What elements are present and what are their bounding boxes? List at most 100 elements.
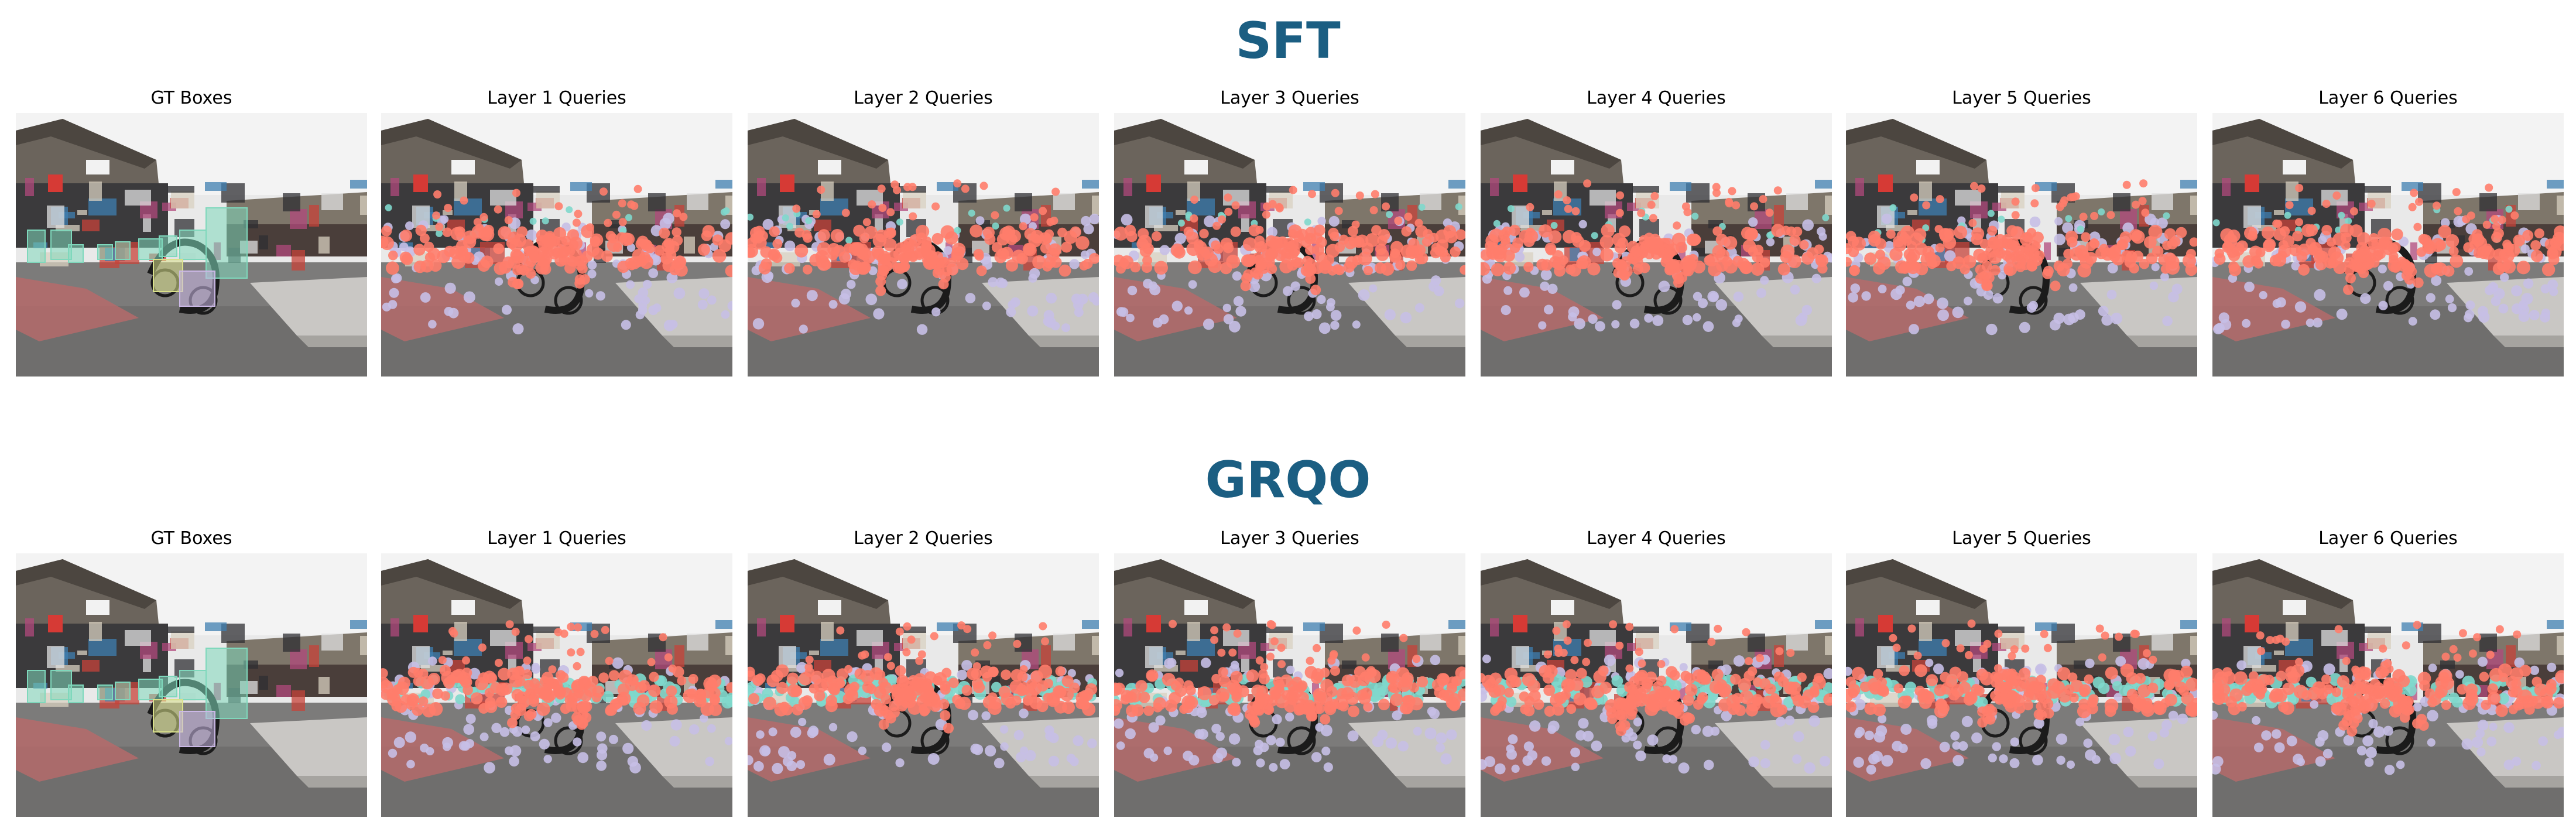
query-point [2292, 230, 2303, 242]
query-point [868, 200, 876, 209]
query-point [2392, 669, 2406, 683]
query-point [1627, 684, 1638, 695]
query-point [817, 229, 830, 242]
query-point [2424, 688, 2435, 699]
query-point [1702, 725, 1714, 737]
query-point [1570, 747, 1580, 758]
query-point [2069, 693, 2079, 703]
query-point [1680, 670, 1691, 682]
query-point [1679, 663, 1688, 672]
query-point [2043, 265, 2054, 276]
query-point [605, 656, 614, 665]
query-point [2098, 208, 2105, 215]
query-point [405, 221, 414, 231]
query-visualization-panel [1114, 553, 1465, 817]
query-point [1059, 264, 1071, 277]
query-point [1554, 649, 1563, 658]
query-point [2324, 257, 2336, 269]
gt-box [159, 676, 177, 697]
query-point [673, 209, 681, 218]
query-point [381, 225, 392, 237]
query-point [428, 656, 437, 666]
query-point [2244, 226, 2258, 240]
query-point [2228, 703, 2241, 716]
query-point [2402, 641, 2410, 650]
query-point [1979, 671, 1994, 686]
query-point [2033, 709, 2044, 720]
query-point [1637, 209, 1646, 217]
query-point [1305, 245, 1316, 255]
query-point [1348, 675, 1362, 688]
query-point [1657, 660, 1666, 669]
query-point [649, 700, 663, 714]
query-point [454, 226, 465, 238]
query-point [2502, 260, 2516, 274]
panel-title: Layer 1 Queries [487, 528, 626, 549]
query-point [1436, 673, 1450, 686]
query-point [1414, 254, 1425, 265]
query-point [576, 719, 587, 730]
query-point [1400, 312, 1412, 324]
query-point [2471, 233, 2485, 247]
query-point [1902, 695, 1912, 706]
query-point [516, 691, 528, 703]
query-point [1493, 220, 1501, 227]
query-point [1224, 207, 1233, 216]
query-point [1121, 214, 1133, 226]
query-point [769, 226, 780, 237]
query-point [479, 733, 489, 741]
query-point [792, 204, 801, 213]
query-point [1397, 741, 1409, 752]
query-point [2067, 672, 2078, 682]
query-point [1939, 741, 1950, 752]
query-point [2378, 264, 2387, 273]
query-point [2428, 663, 2437, 673]
query-point [388, 748, 398, 758]
query-point [1599, 235, 1614, 249]
query-point [1204, 215, 1216, 228]
query-point [1482, 654, 1491, 663]
query-point [1146, 671, 1157, 682]
query-point [2390, 262, 2401, 273]
query-point [988, 631, 997, 640]
query-point [2510, 667, 2524, 681]
query-point [727, 300, 732, 311]
query-point [1313, 644, 1321, 652]
query-point [2408, 203, 2417, 211]
query-point [1321, 747, 1331, 756]
query-point [1683, 266, 1694, 276]
query-point [2122, 223, 2134, 234]
query-point [2359, 245, 2370, 256]
query-point [2306, 319, 2315, 327]
query-point [647, 658, 656, 666]
query-point [1595, 321, 1605, 332]
query-point [1922, 245, 1934, 258]
query-point [1259, 742, 1269, 752]
query-point [446, 675, 457, 685]
query-point [1085, 683, 1098, 696]
query-point [510, 709, 521, 720]
query-point [2054, 234, 2065, 245]
query-point [2356, 232, 2371, 246]
query-point [809, 683, 819, 694]
query-point [697, 299, 708, 310]
query-point [638, 300, 648, 310]
query-point [2212, 764, 2221, 775]
query-point [1949, 666, 1962, 679]
gt-box [205, 207, 248, 279]
query-point [605, 231, 616, 241]
query-point [1267, 227, 1277, 238]
query-point [1892, 741, 1903, 752]
query-point [2350, 704, 2361, 715]
query-point [1230, 670, 1243, 683]
query-point [1190, 214, 1198, 223]
query-point [1008, 230, 1021, 243]
query-point [2518, 689, 2532, 703]
query-point [2257, 647, 2266, 656]
query-point [1001, 247, 1013, 259]
query-point [1389, 681, 1402, 694]
query-point [2185, 704, 2197, 717]
query-point [2047, 678, 2061, 692]
query-point [968, 210, 975, 217]
query-point [2455, 670, 2464, 679]
